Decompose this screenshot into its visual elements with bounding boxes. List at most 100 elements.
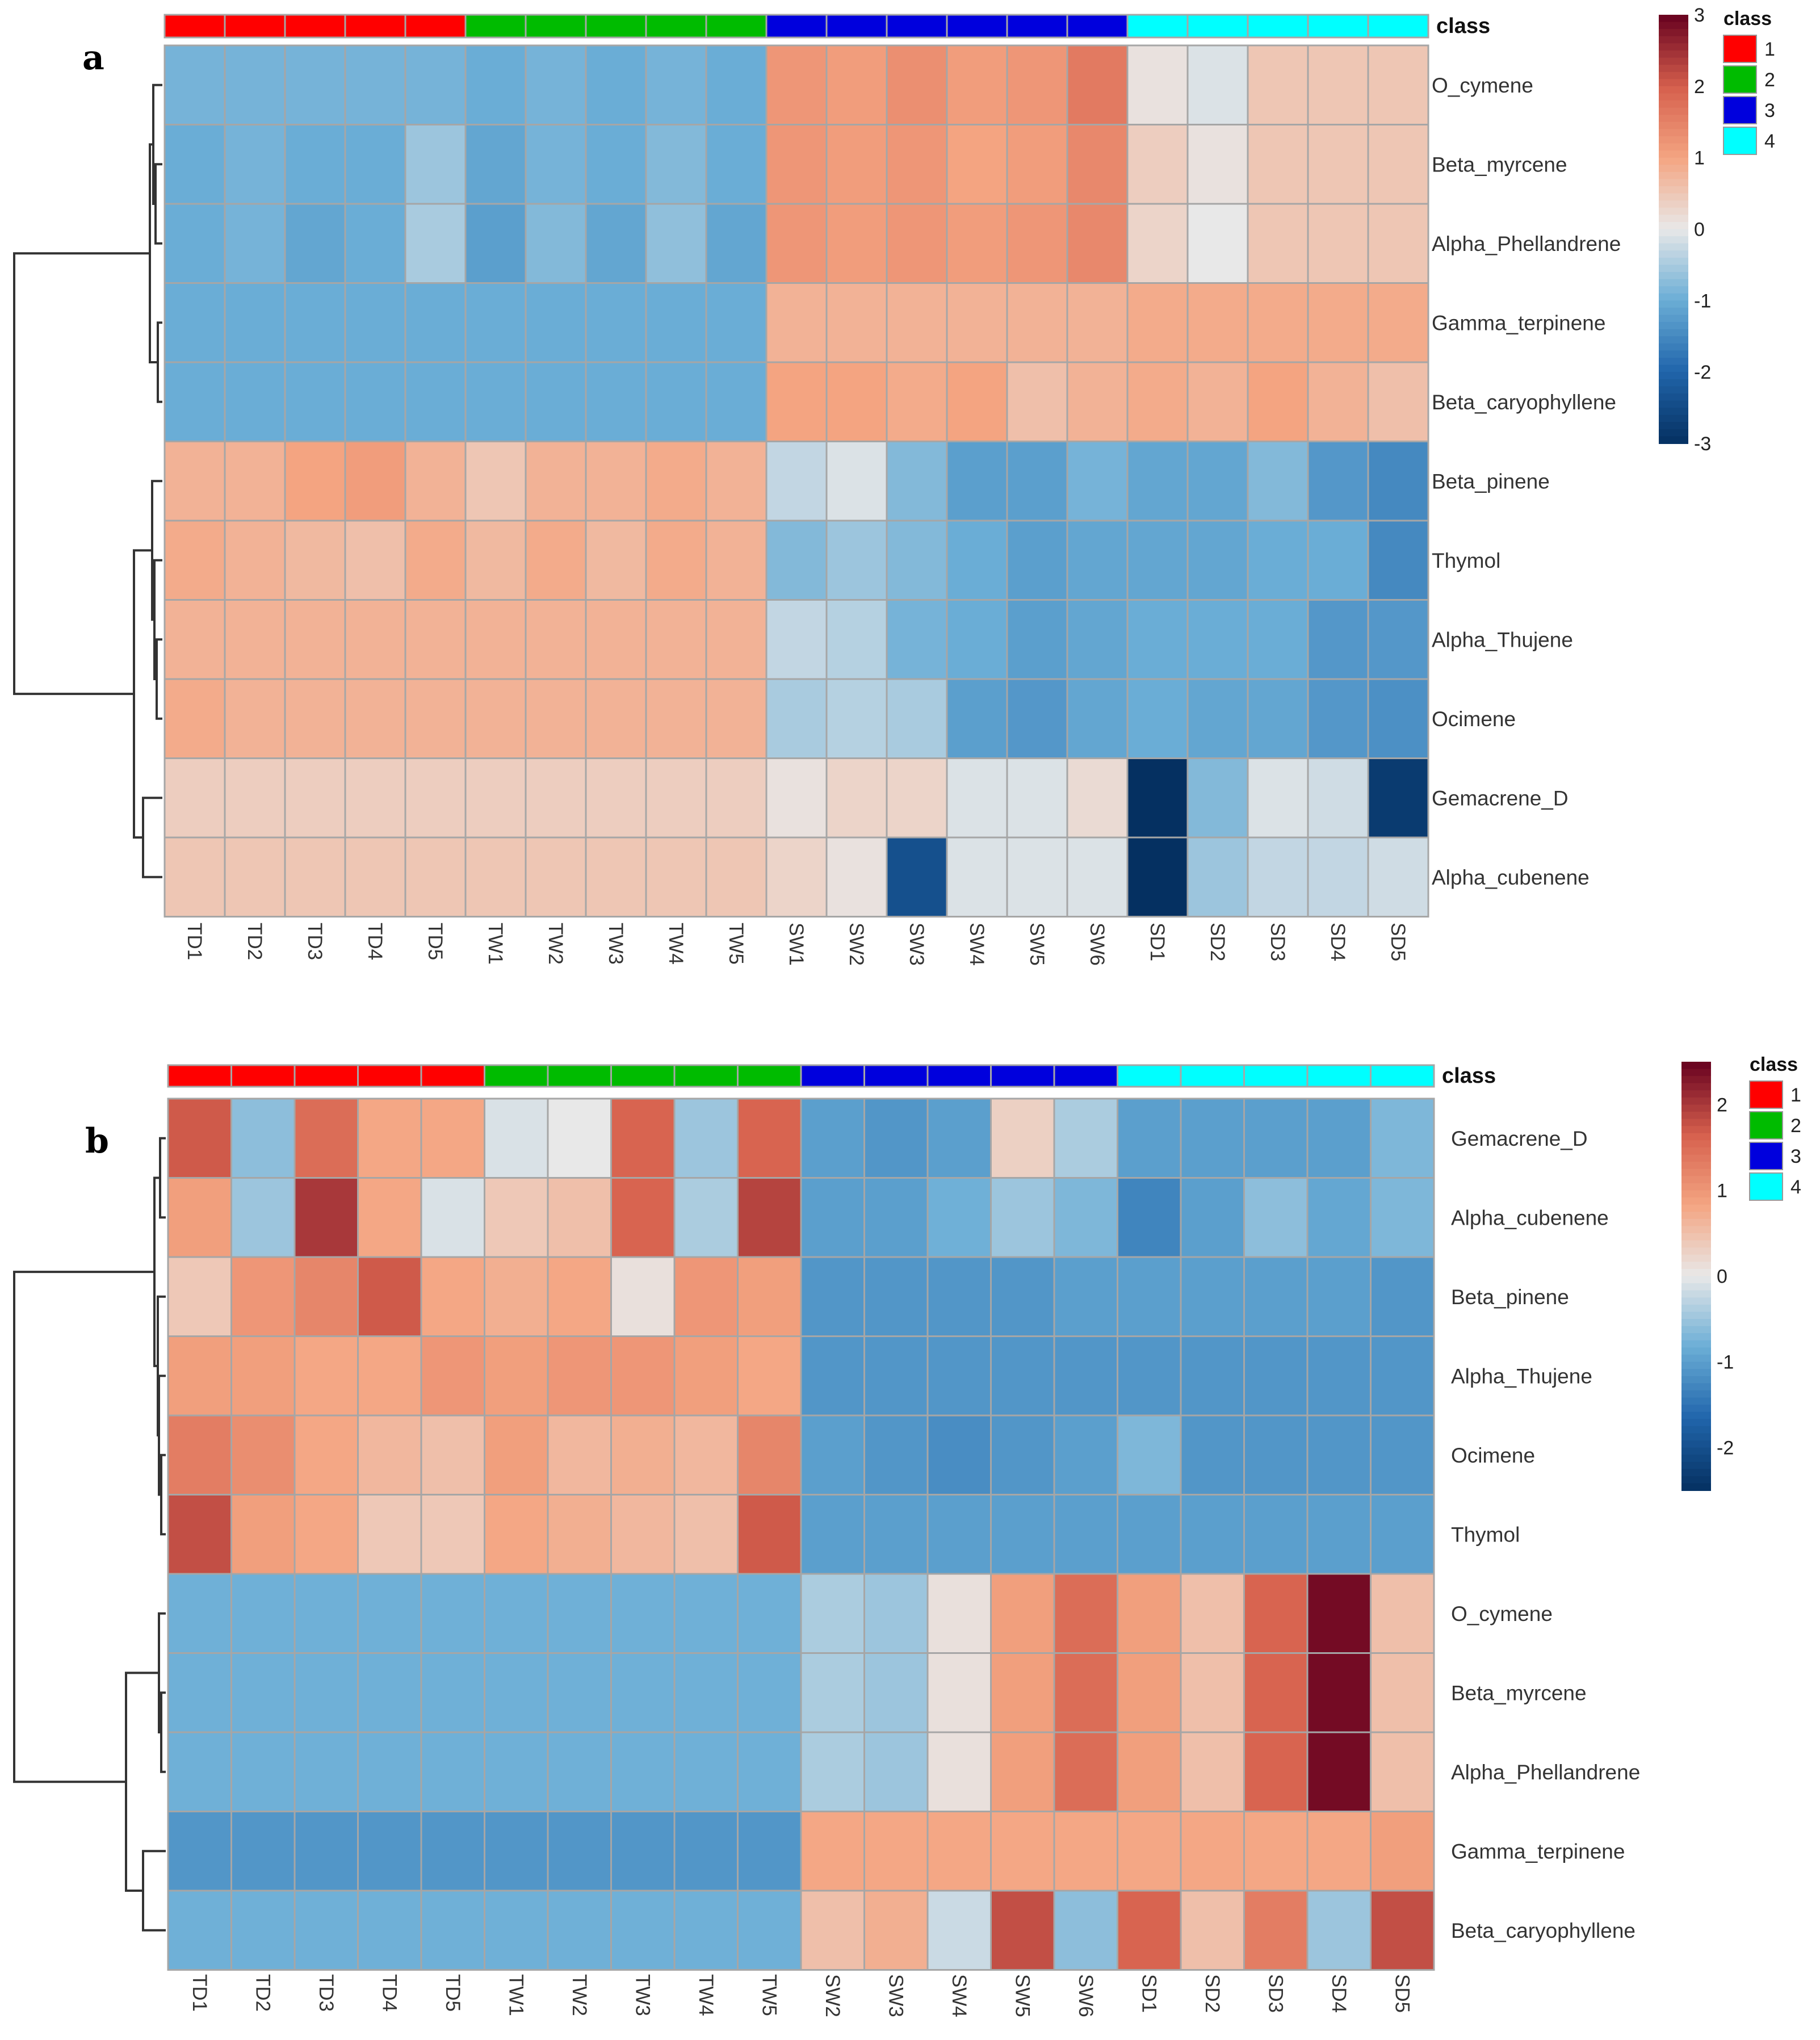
colorbar-slice <box>1659 279 1688 287</box>
colorbar-slice <box>1681 1469 1711 1477</box>
colorbar-slice <box>1681 1212 1711 1220</box>
class-bar-cell <box>420 1064 485 1088</box>
heatmap-cell <box>645 520 707 601</box>
heatmap-cell <box>800 1890 865 1971</box>
class-bar-cell <box>946 14 1008 39</box>
heatmap-cell <box>765 757 828 839</box>
heatmap-cell <box>926 1890 992 1971</box>
colorbar-slice <box>1659 79 1688 87</box>
heatmap-cell <box>344 757 406 839</box>
heatmap-cell <box>705 203 768 284</box>
heatmap-cell <box>167 1335 232 1417</box>
colorbar-slice <box>1659 22 1688 30</box>
row-label: Gamma_terpinene <box>1451 1840 1625 1863</box>
heatmap-cell <box>926 1494 992 1575</box>
heatmap-cell <box>1186 44 1249 125</box>
colorbar-slice <box>1659 315 1688 323</box>
heatmap-cell <box>357 1414 422 1496</box>
heatmap-cell <box>167 1811 232 1892</box>
heatmap-cell <box>863 1890 929 1971</box>
colorbar-slice <box>1681 1154 1711 1163</box>
heatmap-cell <box>1306 1177 1372 1258</box>
heatmap-cell <box>926 1098 992 1179</box>
heatmap-cell <box>224 203 286 284</box>
heatmap-cell <box>357 1890 422 1971</box>
heatmap-cell <box>886 44 948 125</box>
heatmap-cell <box>765 203 828 284</box>
colorbar-slice <box>1659 265 1688 273</box>
heatmap-cell <box>737 1098 802 1179</box>
legend-title: class <box>1723 8 1772 30</box>
colorbar-slice <box>1681 1090 1711 1098</box>
heatmap-cell <box>404 124 467 205</box>
colorbar-slice <box>1681 1333 1711 1341</box>
heatmap-cell <box>1053 1335 1118 1417</box>
heatmap-cell <box>737 1731 802 1812</box>
heatmap-cell <box>645 124 707 205</box>
colorbar-tick-label: -1 <box>1694 290 1711 312</box>
class-bar-cell <box>1243 1064 1309 1088</box>
heatmap-cell <box>673 1890 739 1971</box>
heatmap-cell <box>705 124 768 205</box>
colorbar-slice <box>1659 15 1688 23</box>
colorbar-slice <box>1681 1455 1711 1463</box>
heatmap-cell <box>1053 1811 1118 1892</box>
colorbar-slice <box>1681 1226 1711 1234</box>
heatmap-cell <box>1053 1098 1118 1179</box>
heatmap-cell <box>1066 361 1129 442</box>
heatmap-cell <box>547 1811 612 1892</box>
colorbar-slice <box>1659 179 1688 187</box>
colorbar-slice <box>1681 1354 1711 1363</box>
heatmap-cell <box>404 203 467 284</box>
heatmap-panel-a: class O_cymene Beta_myrcene Alpha_Phellandr… <box>13 5 1775 966</box>
heatmap-cell <box>825 441 888 522</box>
colorbar-slice <box>1681 1426 1711 1434</box>
heatmap-cell <box>1370 1494 1435 1575</box>
column-label: TD1 <box>183 923 206 960</box>
colorbar-slice <box>1681 1083 1711 1091</box>
heatmap-cell <box>1243 1494 1309 1575</box>
colorbar-slice <box>1659 243 1688 252</box>
heatmap-cell <box>645 44 707 125</box>
class-bar-cell <box>1367 14 1429 39</box>
heatmap-cell <box>1307 203 1369 284</box>
heatmap-cell <box>1370 1731 1435 1812</box>
heatmap-cell <box>167 1573 232 1654</box>
heatmap-cell <box>673 1177 739 1258</box>
heatmap-cell <box>525 44 587 125</box>
colorbar-slice <box>1659 86 1688 94</box>
heatmap-cell <box>284 441 346 522</box>
heatmap-cell <box>886 836 948 918</box>
heatmap-cell <box>1367 44 1429 125</box>
heatmap-cell <box>800 1177 865 1258</box>
heatmap-cell <box>673 1335 739 1417</box>
colorbar-slice <box>1681 1383 1711 1391</box>
heatmap-cell <box>765 282 828 363</box>
heatmap-cell <box>1117 1256 1182 1337</box>
colorbar-slice <box>1681 1411 1711 1420</box>
heatmap-cell <box>167 1098 232 1179</box>
heatmap-cell <box>163 678 226 759</box>
heatmap-cell <box>1180 1652 1245 1733</box>
heatmap-cell <box>464 757 527 839</box>
heatmap-cell <box>610 1494 676 1575</box>
heatmap-cell <box>1180 1335 1245 1417</box>
heatmap-cell <box>645 599 707 680</box>
heatmap-cell <box>737 1573 802 1654</box>
heatmap-cell <box>525 599 587 680</box>
legend-label: 2 <box>1764 69 1775 91</box>
class-bar-cell <box>1006 14 1068 39</box>
heatmap-cell <box>1247 520 1309 601</box>
heatmap-cell <box>344 678 406 759</box>
heatmap-cell <box>284 678 346 759</box>
colorbar-slice <box>1681 1362 1711 1370</box>
heatmap-cell <box>705 757 768 839</box>
heatmap-cell <box>863 1494 929 1575</box>
heatmap-cell <box>163 441 226 522</box>
column-label: TW1 <box>484 923 506 965</box>
class-bar-cell <box>1126 14 1189 39</box>
colorbar-slice <box>1659 372 1688 380</box>
colorbar-slice <box>1659 207 1688 216</box>
heatmap-cell <box>926 1652 992 1733</box>
heatmap-cell <box>990 1414 1055 1496</box>
